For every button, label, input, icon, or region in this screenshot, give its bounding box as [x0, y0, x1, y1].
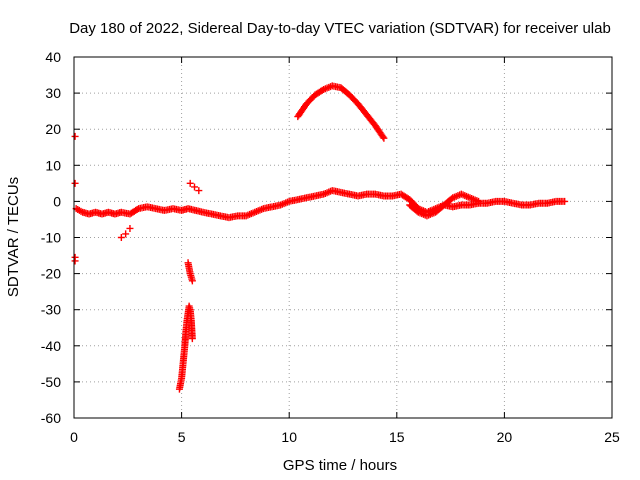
x-tick-label: 25 [604, 429, 620, 445]
series-baseline [72, 187, 569, 222]
data-point [122, 230, 130, 238]
x-tick-label: 20 [497, 429, 513, 445]
data-point [71, 132, 79, 140]
x-tick-label: 0 [70, 429, 78, 445]
y-tick-label: 30 [45, 85, 61, 101]
data-point [117, 234, 125, 241]
y-tick-label: -50 [41, 374, 61, 390]
data-point [318, 86, 326, 94]
grid-lines [74, 57, 612, 418]
plot-frame [73, 56, 613, 419]
data-point [71, 179, 79, 187]
data-point [379, 133, 387, 141]
y-tick-label: 10 [45, 157, 61, 173]
y-tick-label: -20 [41, 266, 61, 282]
series-arc-17-20 [406, 190, 483, 220]
x-axis-title: GPS time / hours [283, 457, 397, 474]
data-point [380, 134, 388, 142]
series-arc-noon [294, 82, 388, 142]
data-point [188, 277, 196, 285]
data-point [77, 207, 85, 215]
data-point [561, 197, 569, 205]
y-axis-title: SDTVAR / TECUs [5, 177, 22, 297]
y-tick-label: 20 [45, 121, 61, 137]
y-tick-label: -30 [41, 302, 61, 318]
data-point [195, 187, 203, 195]
data-points [71, 82, 569, 393]
y-tick-label: 40 [45, 49, 61, 65]
data-point [188, 335, 196, 343]
series-segments [71, 132, 203, 265]
data-point [133, 206, 141, 214]
x-tick-label: 15 [389, 429, 405, 445]
y-tick-label: 0 [53, 193, 61, 209]
data-point [126, 224, 134, 232]
y-tick-label: -10 [41, 230, 61, 246]
data-point [191, 183, 199, 191]
chart-title: Day 180 of 2022, Sidereal Day-to-day VTE… [69, 20, 611, 37]
data-point [71, 257, 79, 265]
series-dip-5h [175, 259, 196, 393]
data-point [186, 179, 194, 187]
tick-labels: 0 5 10 15 20 25 -60 -50 -40 -30 -20 -10 0 10 20 30 40 [41, 49, 620, 445]
data-point [475, 197, 483, 205]
y-tick-label: -60 [41, 410, 61, 426]
x-tick-label: 5 [178, 429, 186, 445]
y-tick-label: -40 [41, 338, 61, 354]
x-tick-label: 10 [281, 429, 297, 445]
